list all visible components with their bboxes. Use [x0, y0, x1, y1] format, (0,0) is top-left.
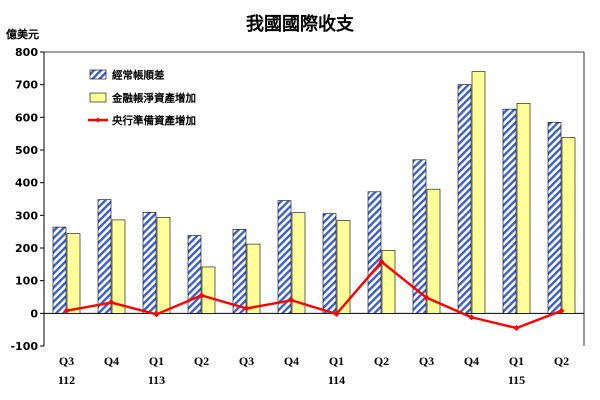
- chart-title: 我國國際收支: [246, 13, 355, 35]
- bar-financial-account: [156, 216, 171, 314]
- point-reserve-assets: [378, 258, 385, 265]
- x-tick-label: Q2: [374, 354, 389, 368]
- legend-swatch-current-account: [89, 69, 107, 80]
- y-tick-label: 400: [15, 177, 38, 190]
- bar-current-account: [142, 212, 157, 314]
- y-tick-label: 600: [15, 111, 38, 124]
- bar-current-account: [412, 159, 427, 314]
- point-reserve-assets: [333, 310, 340, 317]
- x-tick-label: Q1: [149, 354, 164, 368]
- bar-financial-account: [336, 220, 351, 314]
- x-tick-layer: Q3 Q4 Q1 Q2 Q3 Q4 Q1 Q2 Q3 Q4 Q1 Q2 112 113 114 115: [58, 354, 569, 387]
- x-year-label: 112: [58, 373, 75, 387]
- bar-current-account: [502, 108, 517, 314]
- point-reserve-assets: [108, 299, 115, 306]
- bar-layer: [52, 71, 576, 314]
- y-tick-label: 700: [15, 79, 38, 92]
- point-reserve-assets: [198, 292, 205, 299]
- legend-swatch-financial-account: [89, 92, 107, 103]
- point-reserve-assets: [153, 311, 160, 318]
- bar-current-account: [547, 121, 562, 314]
- x-tick-label: Q2: [194, 354, 209, 368]
- legend-marker-reserve-assets: [95, 117, 101, 123]
- bar-current-account: [457, 84, 472, 314]
- point-reserve-assets: [243, 305, 250, 312]
- point-reserve-assets: [63, 307, 70, 314]
- x-tick-label: Q1: [509, 354, 524, 368]
- y-tick-label: -100: [10, 340, 38, 353]
- legend-label-financial-account: 金融帳淨資產增加: [111, 92, 196, 105]
- y-tick-label: 200: [15, 242, 38, 255]
- bar-current-account: [232, 229, 247, 314]
- x-tick-label: Q3: [59, 354, 74, 368]
- bar-current-account: [277, 200, 292, 314]
- legend: 經常帳順差 金融帳淨資產增加 央行準備資產增加: [88, 69, 196, 127]
- x-tick-label: Q1: [329, 354, 344, 368]
- bar-current-account: [322, 213, 337, 314]
- point-reserve-assets: [423, 294, 430, 301]
- y-tick-label: 0: [30, 307, 38, 320]
- bar-financial-account: [201, 266, 216, 314]
- y-tick-label: 300: [15, 209, 38, 222]
- y-tick-label: 500: [15, 144, 38, 157]
- line-reserve-assets: [66, 260, 562, 330]
- legend-label-reserve-assets: 央行準備資產增加: [112, 114, 196, 127]
- legend-label-current-account: 經常帳順差: [112, 69, 165, 82]
- bar-financial-account: [246, 243, 261, 314]
- x-tick-label: Q4: [284, 354, 299, 368]
- bar-financial-account: [426, 188, 441, 314]
- point-reserve-assets: [288, 297, 295, 304]
- x-year-label: 113: [148, 373, 165, 387]
- axis-layer: -100 0 100 200 300 400 500 600 700 800: [10, 46, 585, 353]
- y-unit-label: 億美元: [6, 27, 39, 41]
- point-reserve-assets: [468, 314, 475, 321]
- bar-current-account: [187, 235, 202, 314]
- bar-financial-account: [66, 233, 81, 314]
- x-tick-label: Q3: [419, 354, 434, 368]
- bar-financial-account: [516, 102, 531, 314]
- x-year-label: 115: [508, 373, 525, 387]
- point-reserve-assets: [558, 307, 565, 314]
- bar-financial-account: [471, 71, 486, 314]
- y-tick-label: 100: [15, 275, 38, 288]
- y-tick-label: 800: [15, 46, 38, 59]
- x-tick-label: Q4: [104, 354, 119, 368]
- bar-current-account: [97, 199, 112, 314]
- x-tick-label: Q2: [554, 354, 569, 368]
- bar-current-account: [52, 226, 67, 314]
- line-layer: [63, 258, 565, 332]
- bar-financial-account: [111, 219, 126, 314]
- x-tick-label: Q3: [239, 354, 254, 368]
- bar-financial-account: [291, 212, 306, 314]
- bar-financial-account: [561, 137, 576, 314]
- x-year-label: 114: [328, 373, 345, 387]
- bar-financial-account: [381, 249, 396, 314]
- bar-current-account: [367, 191, 382, 314]
- point-reserve-assets: [513, 325, 520, 332]
- x-tick-label: Q4: [464, 354, 479, 368]
